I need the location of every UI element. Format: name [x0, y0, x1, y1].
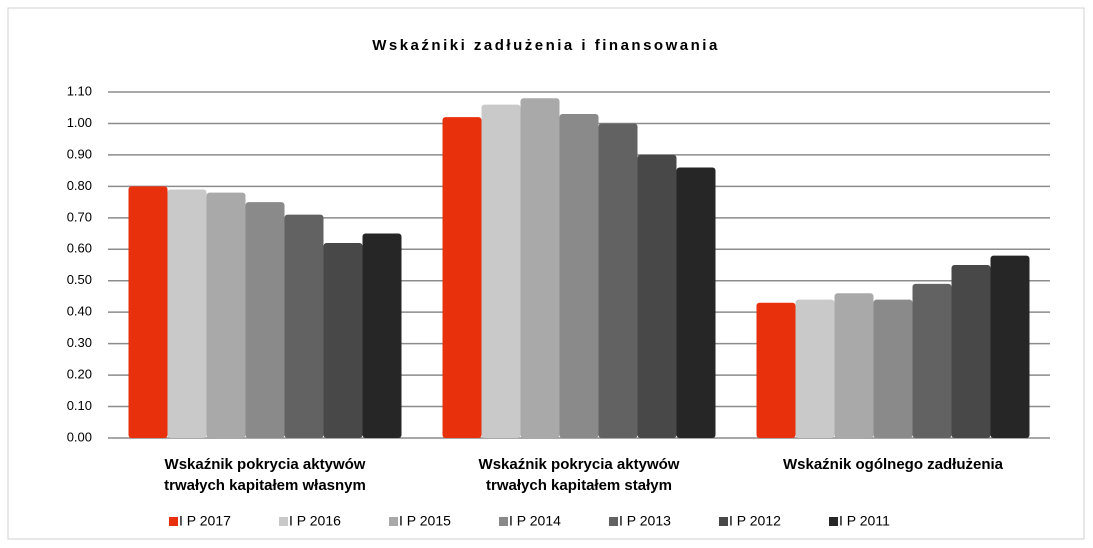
bar	[520, 98, 560, 439]
y-tick-label: 0.60	[67, 241, 92, 256]
y-tick-label: 0.10	[67, 398, 92, 413]
legend-swatch	[609, 517, 618, 526]
legend-swatch	[499, 517, 508, 526]
bar	[245, 202, 285, 438]
legend-label: I P 2013	[619, 513, 671, 529]
bar	[834, 293, 874, 438]
y-tick-label: 0.00	[67, 429, 92, 444]
bar	[284, 214, 324, 438]
legend-swatch	[279, 517, 288, 526]
legend-label: I P 2014	[509, 513, 561, 529]
bar	[362, 233, 402, 438]
bar	[990, 255, 1030, 438]
legend-label: I P 2017	[179, 513, 231, 529]
legend-swatch	[829, 517, 838, 526]
chart-title: Wskaźniki zadłużenia i finansowania	[372, 37, 720, 54]
bar	[442, 117, 482, 438]
bar	[873, 299, 913, 438]
y-tick-label: 0.50	[67, 272, 92, 287]
bar	[951, 265, 991, 438]
x-tick-label: Wskaźnik pokrycia aktywów	[165, 456, 366, 473]
legend-swatch	[389, 517, 398, 526]
bar	[128, 186, 168, 438]
y-tick-label: 0.80	[67, 178, 92, 193]
x-tick-label: trwałych kapitałem własnym	[164, 477, 366, 494]
x-tick-label: Wskaźnik pokrycia aktywów	[479, 456, 680, 473]
bar	[795, 299, 835, 438]
legend-swatch	[169, 517, 178, 526]
bar	[481, 104, 521, 438]
y-tick-label: 1.00	[67, 115, 92, 130]
bar	[676, 167, 716, 438]
legend-label: I P 2011	[839, 513, 890, 529]
legend-swatch	[719, 517, 728, 526]
legend-label: I P 2012	[729, 513, 781, 529]
bar	[637, 154, 677, 438]
legend-label: I P 2016	[289, 513, 341, 529]
y-tick-label: 0.70	[67, 209, 92, 224]
y-tick-label: 1.10	[67, 83, 92, 98]
y-tick-label: 0.30	[67, 335, 92, 350]
bar	[756, 302, 796, 438]
legend-label: I P 2015	[399, 513, 451, 529]
bar	[167, 189, 207, 438]
bar	[912, 283, 952, 438]
bar	[206, 192, 246, 438]
y-tick-label: 0.90	[67, 146, 92, 161]
y-tick-label: 0.20	[67, 367, 92, 382]
y-tick-label: 0.40	[67, 304, 92, 319]
x-tick-label: Wskaźnik ogólnego zadłużenia	[783, 456, 1004, 473]
x-tick-label: trwałych kapitałem stałym	[486, 477, 672, 494]
bar	[598, 123, 638, 439]
bar	[559, 114, 599, 438]
bar	[323, 242, 363, 438]
